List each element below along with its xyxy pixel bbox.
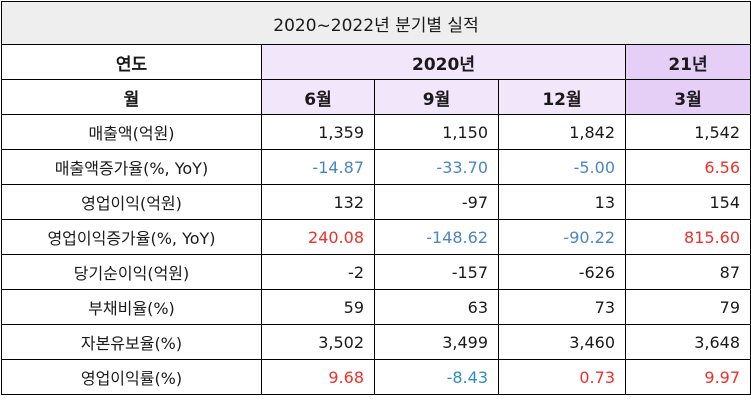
cell-value: 3,499 (374, 324, 499, 360)
cell-value: 1,542 (624, 114, 751, 150)
cell-value: 87 (624, 254, 751, 290)
month-header: 6월 (261, 79, 375, 115)
row-label: 자본유보율(%) (1, 324, 262, 360)
table-row: 영업이익증가율(%, YoY) 240.08 -148.62 -90.22 81… (1, 219, 751, 255)
row-label: 영업이익(억원) (1, 184, 262, 220)
cell-value: 240.08 (261, 219, 375, 255)
row-label: 영업이익증가율(%, YoY) (1, 219, 262, 255)
row-label: 당기순이익(억원) (1, 254, 262, 290)
cell-value: -14.87 (261, 149, 375, 185)
cell-value: 79 (624, 289, 751, 325)
cell-value: 1,150 (374, 114, 499, 150)
cell-value: 815.60 (624, 219, 751, 255)
month-header: 12월 (498, 79, 626, 115)
table-row: 영업이익률(%) 9.68 -8.43 0.73 9.97 (1, 359, 751, 395)
cell-value: -90.22 (498, 219, 626, 255)
cell-value: 3,460 (498, 324, 626, 360)
row-label: 매출액(억원) (1, 114, 262, 150)
cell-value: 9.97 (624, 359, 751, 395)
year-header-row: 연도 2020년 21년 (1, 44, 751, 80)
row-label: 매출액증가율(%, YoY) (1, 149, 262, 185)
cell-value: -2 (261, 254, 375, 290)
year-21-header: 21년 (624, 44, 751, 80)
cell-value: -5.00 (498, 149, 626, 185)
cell-value: 9.68 (261, 359, 375, 395)
cell-value: -626 (498, 254, 626, 290)
cell-value: 59 (261, 289, 375, 325)
row-label: 영업이익률(%) (1, 359, 262, 395)
cell-value: 154 (624, 184, 751, 220)
cell-value: 63 (374, 289, 499, 325)
table-row: 영업이익(억원) 132 -97 13 154 (1, 184, 751, 220)
table-row: 매출액(억원) 1,359 1,150 1,842 1,542 (1, 114, 751, 150)
table-row: 자본유보율(%) 3,502 3,499 3,460 3,648 (1, 324, 751, 360)
title-row: 2020~2022년 분기별 실적 (0, 1, 751, 45)
cell-value: 0.73 (498, 359, 626, 395)
cell-value: 6.56 (624, 149, 751, 185)
cell-value: 13 (498, 184, 626, 220)
cell-value: 3,502 (261, 324, 375, 360)
cell-value: 132 (261, 184, 375, 220)
quarterly-results-table: 2020~2022년 분기별 실적 연도 2020년 21년 월 6월 9월 1… (0, 1, 751, 395)
year-header-label: 연도 (1, 44, 262, 80)
year-2020-header: 2020년 (261, 44, 626, 80)
month-header: 3월 (624, 79, 751, 115)
table-row: 매출액증가율(%, YoY) -14.87 -33.70 -5.00 6.56 (1, 149, 751, 185)
cell-value: -97 (374, 184, 499, 220)
cell-value: 3,648 (624, 324, 751, 360)
cell-value: 1,359 (261, 114, 375, 150)
table-title: 2020~2022년 분기별 실적 (0, 1, 751, 45)
cell-value: -8.43 (374, 359, 499, 395)
table-row: 부채비율(%) 59 63 73 79 (1, 289, 751, 325)
cell-value: 73 (498, 289, 626, 325)
cell-value: 1,842 (498, 114, 626, 150)
month-header: 9월 (374, 79, 499, 115)
month-header-row: 월 6월 9월 12월 3월 (1, 79, 751, 115)
cell-value: -148.62 (374, 219, 499, 255)
cell-value: -33.70 (374, 149, 499, 185)
cell-value: -157 (374, 254, 499, 290)
month-header-label: 월 (1, 79, 262, 115)
row-label: 부채비율(%) (1, 289, 262, 325)
table-row: 당기순이익(억원) -2 -157 -626 87 (1, 254, 751, 290)
